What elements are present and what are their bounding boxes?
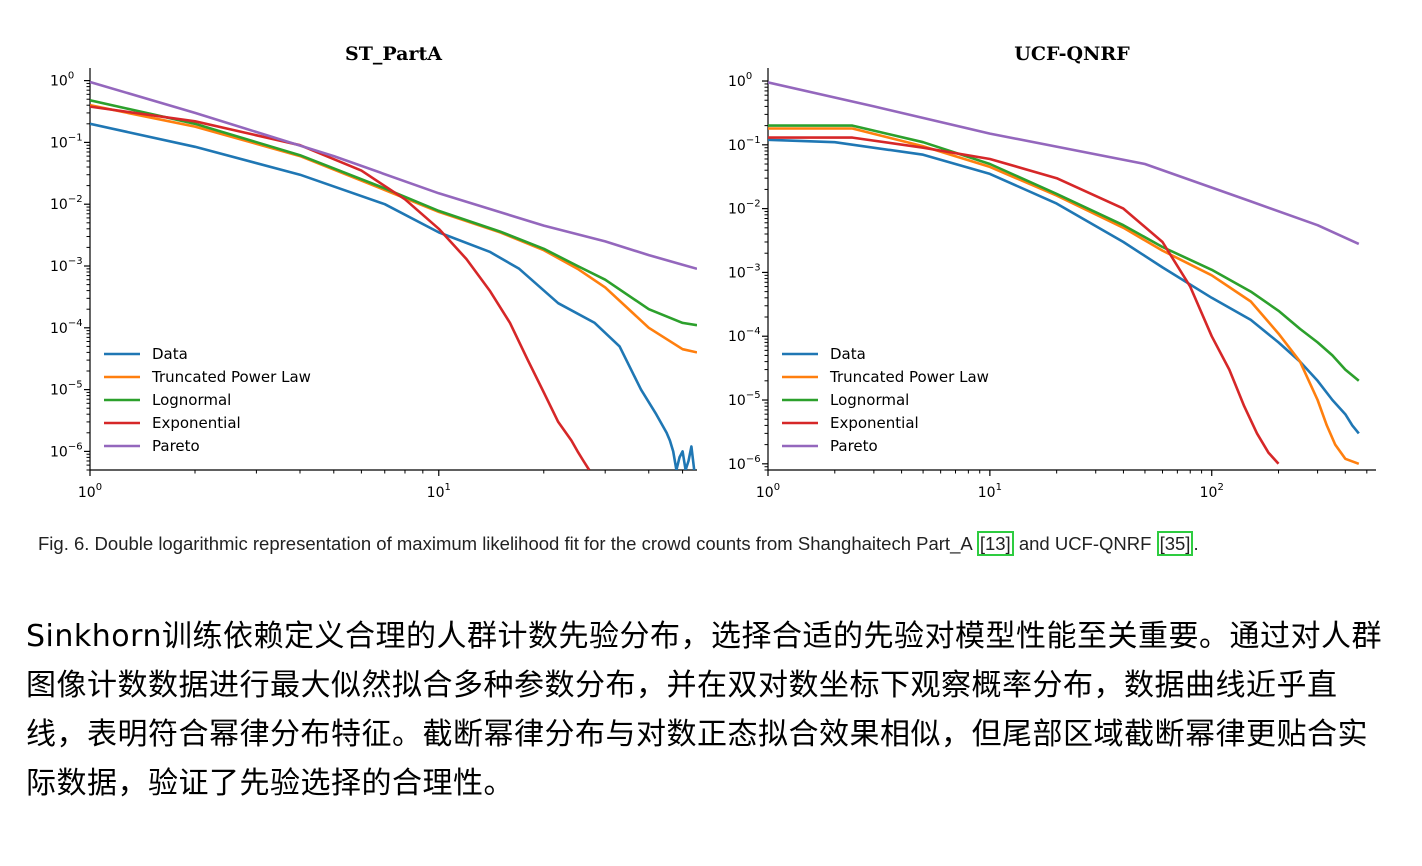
legend-label: Truncated Power Law	[151, 368, 311, 386]
chart-title: UCF-QNRF	[1014, 43, 1130, 65]
series-line-lognormal	[768, 124, 1360, 382]
y-tick-exponent: −3	[746, 262, 761, 273]
y-tick-label: 10−5	[728, 390, 761, 409]
caption-text-prefix: Fig. 6. Double logarithmic representatio…	[38, 533, 977, 554]
x-tick-mantissa: 10	[427, 485, 445, 501]
y-tick-label: 10−4	[50, 318, 83, 337]
y-tick-exponent: −1	[68, 132, 83, 143]
x-tick-label: 101	[978, 482, 1002, 501]
y-tick-mantissa: 10	[50, 444, 68, 460]
y-tick-mantissa: 10	[50, 74, 68, 90]
y-tick-label: 10−3	[50, 256, 83, 275]
x-tick-label: 100	[78, 482, 102, 501]
y-tick-exponent: −4	[746, 326, 761, 337]
x-tick-mantissa: 10	[756, 485, 774, 501]
x-tick-exponent: 1	[996, 482, 1002, 493]
legend-label: Pareto	[152, 437, 200, 455]
figure: ST_PartA 100 101 100 10−1 10−2 10−3 10−4 10−5 10−…	[50, 43, 1376, 501]
legend-label: Pareto	[830, 437, 878, 455]
y-tick-label: 10−5	[50, 380, 83, 399]
y-tick-exponent: 0	[746, 71, 752, 82]
y-tick-exponent: −2	[68, 194, 83, 205]
y-tick-mantissa: 10	[728, 457, 746, 473]
x-tick-label: 100	[756, 482, 780, 501]
y-tick-exponent: 0	[68, 71, 74, 82]
x-tick-mantissa: 10	[978, 485, 996, 501]
y-tick-mantissa: 10	[50, 321, 68, 337]
series-line-exponential	[90, 105, 591, 470]
caption-text-suffix: .	[1193, 533, 1199, 554]
x-tick-label: 101	[427, 482, 451, 501]
y-tick-mantissa: 10	[50, 135, 68, 151]
y-tick-label: 10−6	[50, 441, 83, 460]
y-tick-label: 10−2	[50, 194, 83, 213]
chart-title: ST_PartA	[345, 43, 442, 65]
series-line-truncated-power-law	[768, 127, 1360, 466]
x-tick-label: 102	[1200, 482, 1224, 501]
x-tick-exponent: 1	[445, 482, 451, 493]
y-tick-exponent: −2	[746, 199, 761, 210]
y-tick-label: 10−3	[728, 262, 761, 281]
series-line-data	[90, 122, 696, 470]
caption-text-middle: and UCF-QNRF	[1013, 533, 1157, 554]
y-tick-mantissa: 10	[50, 197, 68, 213]
y-tick-label: 10−4	[728, 326, 761, 345]
legend-label: Data	[152, 345, 188, 363]
series-line-pareto	[768, 81, 1360, 246]
series-line-pareto	[90, 80, 697, 271]
x-tick-mantissa: 10	[1200, 485, 1218, 501]
x-tick-mantissa: 10	[78, 485, 96, 501]
legend-label: Lognormal	[830, 391, 909, 409]
legend-label: Truncated Power Law	[829, 368, 989, 386]
y-tick-label: 100	[728, 71, 752, 90]
y-tick-mantissa: 10	[50, 259, 68, 275]
series-line-exponential	[768, 136, 1280, 465]
legend-label: Data	[830, 345, 866, 363]
figure-caption: Fig. 6. Double logarithmic representatio…	[38, 531, 1408, 556]
y-tick-exponent: −6	[68, 441, 83, 452]
y-tick-label: 10−2	[728, 199, 761, 218]
y-tick-exponent: −1	[746, 135, 761, 146]
y-tick-mantissa: 10	[50, 383, 68, 399]
y-tick-exponent: −5	[68, 380, 83, 391]
y-tick-exponent: −4	[68, 318, 83, 329]
y-tick-mantissa: 10	[728, 265, 746, 281]
y-tick-mantissa: 10	[728, 202, 746, 218]
y-tick-mantissa: 10	[728, 393, 746, 409]
y-tick-mantissa: 10	[728, 74, 746, 90]
x-tick-exponent: 2	[1217, 482, 1223, 493]
y-tick-mantissa: 10	[728, 138, 746, 154]
series-line-lognormal	[90, 99, 697, 327]
x-tick-exponent: 0	[774, 482, 780, 493]
y-tick-mantissa: 10	[728, 329, 746, 345]
y-tick-label: 10−6	[728, 454, 761, 473]
series-line-data	[768, 138, 1360, 435]
y-tick-label: 10−1	[728, 135, 761, 154]
y-tick-exponent: −3	[68, 256, 83, 267]
y-tick-exponent: −6	[746, 454, 761, 465]
y-tick-label: 10−1	[50, 132, 83, 151]
legend-label: Lognormal	[152, 391, 231, 409]
y-tick-exponent: −5	[746, 390, 761, 401]
citation-link-13[interactable]: [13]	[976, 531, 1014, 556]
body-paragraph: Sinkhorn训练依赖定义合理的人群计数先验分布，选择合适的先验对模型性能至关…	[26, 619, 1382, 801]
citation-link-35[interactable]: [35]	[1156, 531, 1194, 556]
legend-label: Exponential	[830, 414, 919, 432]
legend-label: Exponential	[152, 414, 241, 432]
y-tick-label: 100	[50, 71, 74, 90]
x-tick-exponent: 0	[96, 482, 102, 493]
series-line-truncated-power-law	[90, 103, 697, 354]
